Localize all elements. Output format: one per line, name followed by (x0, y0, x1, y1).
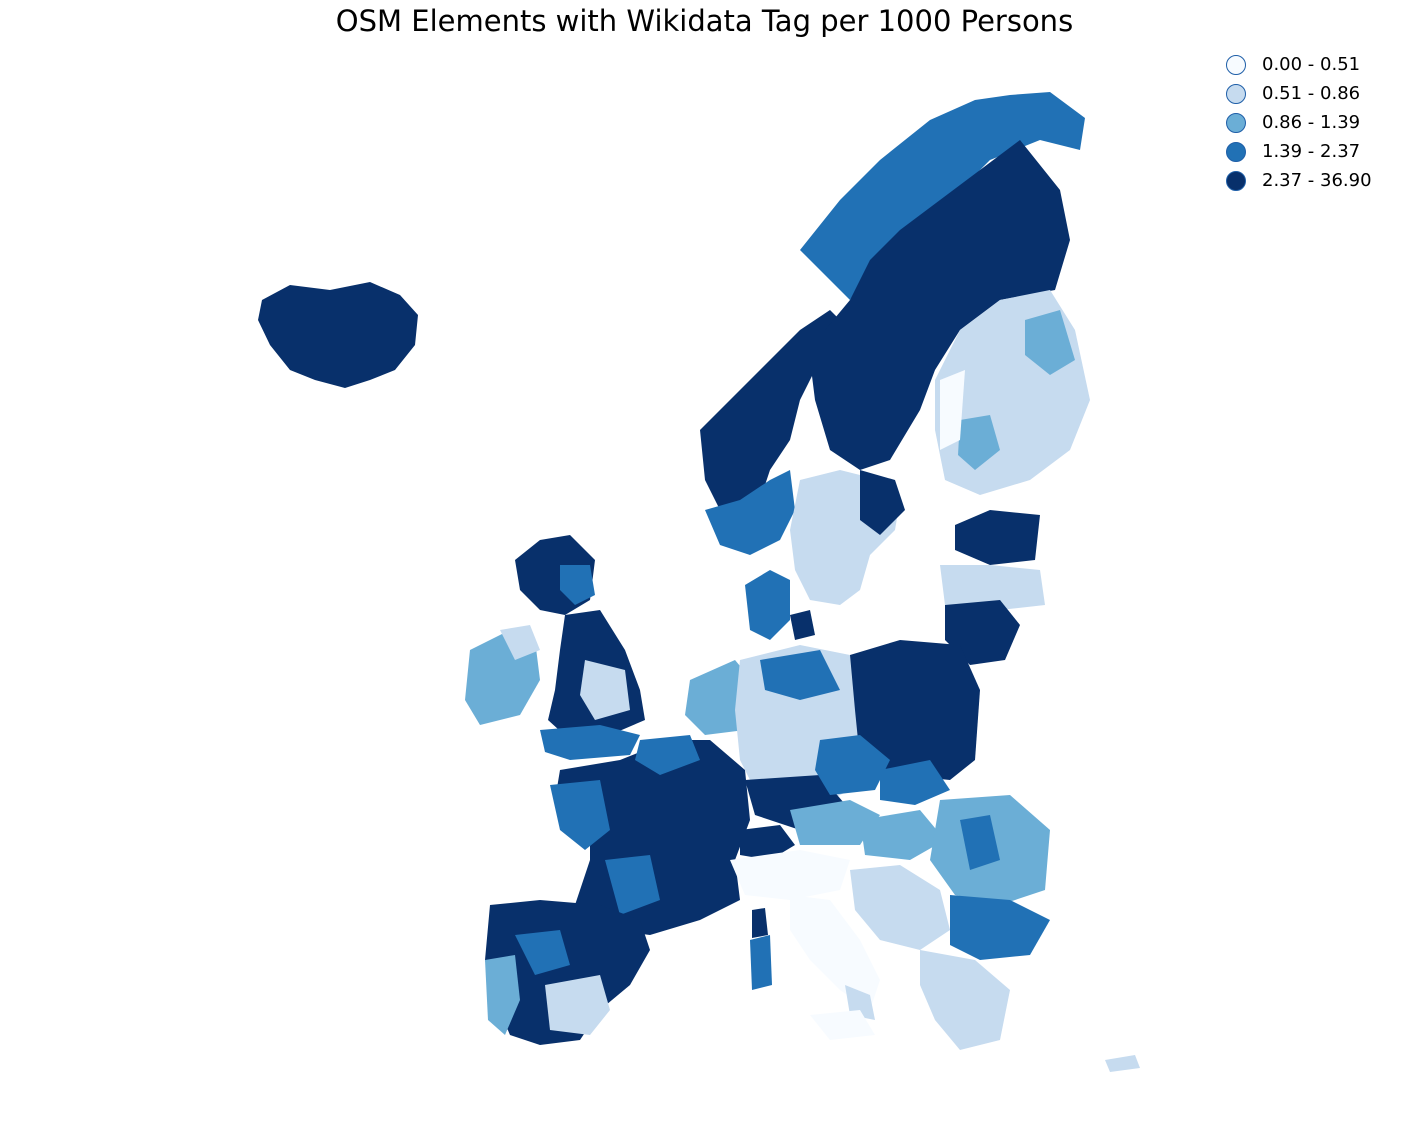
legend-label: 0.00 - 0.51 (1262, 54, 1361, 75)
region-estonia (955, 510, 1040, 565)
legend-swatch-class-1 (1226, 54, 1246, 75)
region-sardinia (750, 935, 772, 990)
region-denmark-isl (790, 610, 815, 640)
region-germany-north (760, 650, 840, 700)
region-lithuania (945, 600, 1020, 665)
legend-label: 0.86 - 1.39 (1262, 112, 1361, 133)
legend-item: 0.51 - 0.86 (1226, 79, 1372, 108)
region-poland (850, 640, 980, 780)
legend: 0.00 - 0.51 0.51 - 0.86 0.86 - 1.39 1.39… (1226, 50, 1372, 195)
legend-item: 0.00 - 0.51 (1226, 50, 1372, 79)
region-france-west (550, 780, 610, 850)
legend-swatch-class-2 (1226, 83, 1246, 104)
region-sweden-north (810, 140, 1070, 470)
region-sweden-east (860, 470, 905, 535)
region-scotland-east (560, 565, 595, 605)
map-title: OSM Elements with Wikidata Tag per 1000 … (335, 4, 1074, 38)
region-northern-ireland (500, 625, 540, 660)
legend-label: 0.51 - 0.86 (1262, 83, 1361, 104)
region-italy-north (730, 850, 850, 900)
region-sicily (810, 1010, 875, 1040)
region-norway-north (800, 92, 1085, 300)
region-finland-mid (958, 415, 1000, 470)
region-switzerland (740, 825, 795, 860)
legend-swatch-class-5 (1226, 170, 1246, 191)
legend-item: 1.39 - 2.37 (1226, 137, 1372, 166)
region-iceland (258, 282, 418, 388)
region-denmark (745, 570, 790, 640)
region-austria (790, 800, 880, 845)
legend-item: 2.37 - 36.90 (1226, 166, 1372, 195)
region-corsica (752, 908, 768, 938)
region-cyprus (1105, 1055, 1140, 1072)
region-italy (790, 895, 880, 1010)
region-finland-west (940, 370, 965, 450)
legend-swatch-class-4 (1226, 141, 1246, 162)
legend-label: 1.39 - 2.37 (1262, 141, 1361, 162)
region-finland-east (1025, 310, 1075, 375)
region-czechia (815, 735, 890, 795)
region-norway-south (705, 470, 795, 555)
region-spain-south (545, 975, 610, 1035)
region-bulgaria (950, 895, 1050, 960)
region-france-north (635, 735, 700, 775)
region-spain-mid (515, 930, 570, 975)
region-portugal (485, 955, 520, 1035)
region-romania-mid (960, 815, 1000, 870)
region-france-south (605, 855, 660, 915)
region-slovakia (880, 760, 950, 805)
region-balkans (850, 865, 950, 950)
region-hungary (860, 810, 945, 860)
legend-item: 0.86 - 1.39 (1226, 108, 1372, 137)
region-greece (920, 950, 1010, 1050)
legend-label: 2.37 - 36.90 (1262, 170, 1372, 191)
region-france (555, 740, 750, 935)
region-england-mid (580, 660, 630, 720)
region-latvia (940, 565, 1045, 610)
region-england-south (540, 725, 640, 760)
legend-swatch-class-3 (1226, 112, 1246, 133)
